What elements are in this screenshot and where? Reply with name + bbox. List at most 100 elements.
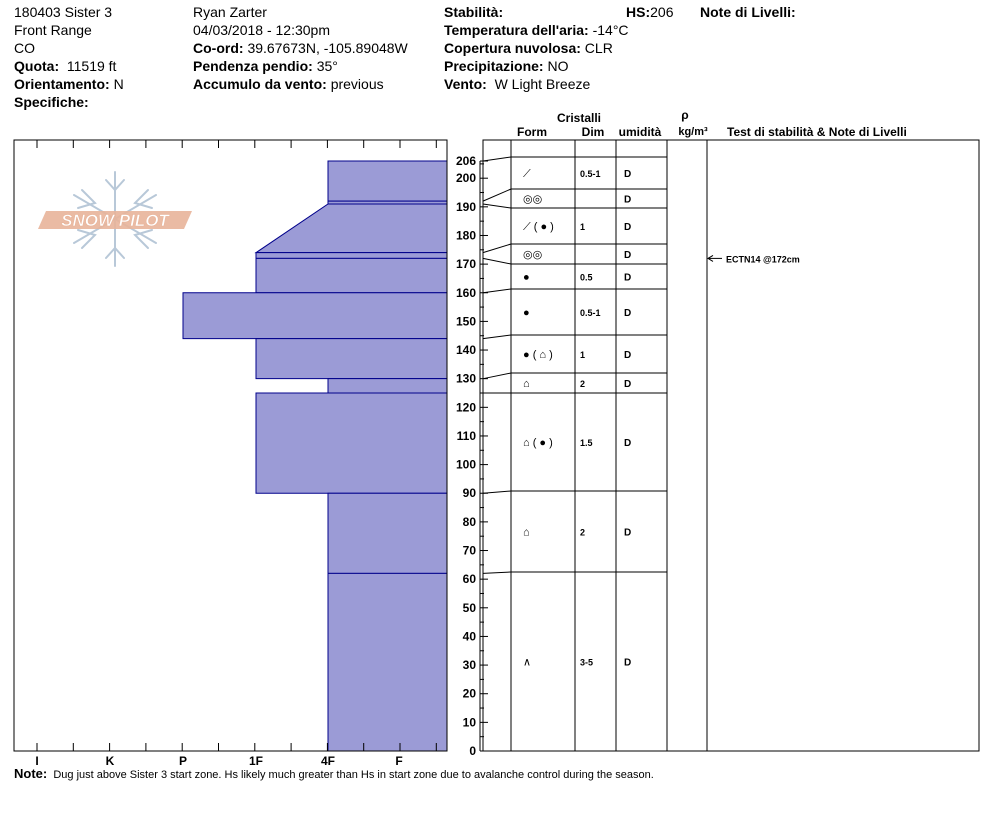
rho-header: ρ <box>681 108 688 122</box>
crystal-dim: 1.5 <box>580 438 593 448</box>
crystal-dim: 3-5 <box>580 658 593 668</box>
row-connector <box>482 257 512 265</box>
pendenza-field: Pendenza pendio: 35° <box>193 57 338 75</box>
depth-tick-label: 0 <box>469 744 476 758</box>
moisture-value: D <box>624 350 631 361</box>
vento-label: Vento: <box>444 76 487 92</box>
row-connector <box>482 188 512 202</box>
row-connector <box>482 372 512 380</box>
crystal-dim: 0.5 <box>580 273 593 283</box>
depth-tick-label: 130 <box>456 372 476 386</box>
crystal-form: ⌂ <box>523 378 530 390</box>
row-connector <box>482 156 512 162</box>
crystal-dim: 2 <box>580 528 585 538</box>
hs-value: 206 <box>650 4 674 20</box>
layer-bar <box>327 160 448 202</box>
layer-bar <box>255 252 448 259</box>
crystal-dim: 1 <box>580 350 585 360</box>
precipitazione-value: NO <box>547 58 569 74</box>
form-header: Form <box>517 125 547 139</box>
density-unit-header: kg/m³ <box>678 126 708 138</box>
hardness-label: K <box>106 754 115 768</box>
hardness-label: I <box>35 754 38 768</box>
moisture-value: D <box>624 379 631 390</box>
depth-tick-label: 90 <box>463 486 477 500</box>
depth-tick-label: 50 <box>463 601 477 615</box>
hardness-label: P <box>179 754 187 768</box>
quota-value: 11519 ft <box>66 58 117 74</box>
stabilita-field: Stabilità: <box>444 3 503 21</box>
depth-tick-label: 206 <box>456 154 476 168</box>
layer-bar <box>255 392 448 494</box>
layer-bar <box>327 378 448 394</box>
moisture-value: D <box>624 438 631 449</box>
vento-field: Vento: W Light Breeze <box>444 75 590 93</box>
precipitazione-label: Precipitazione: <box>444 58 544 74</box>
crystal-form: ● <box>523 307 530 319</box>
depth-tick-label: 60 <box>463 572 477 586</box>
depth-tick-label: 190 <box>456 200 476 214</box>
depth-tick-label: 80 <box>463 515 477 529</box>
depth-tick-label: 200 <box>456 171 476 185</box>
depth-tick-label: 70 <box>463 544 477 558</box>
row-connector <box>482 334 512 340</box>
hardness-label: 4F <box>321 754 335 768</box>
crystal-form: ◎◎ <box>523 249 542 261</box>
depth-tick-label: 40 <box>463 629 477 643</box>
hardness-label: F <box>395 754 402 768</box>
vento-value: W Light Breeze <box>494 76 591 92</box>
depth-tick-label: 30 <box>463 658 477 672</box>
moisture-value: D <box>624 169 631 180</box>
accumulo-field: Accumulo da vento: previous <box>193 75 384 93</box>
crystal-form: ⌂ ( ● ) <box>523 437 553 449</box>
row-connector <box>482 243 512 254</box>
observer-name: Ryan Zarter <box>193 4 267 20</box>
moisture-value: D <box>624 308 631 319</box>
stabilita-label: Stabilità: <box>444 4 504 20</box>
depth-tick-label: 10 <box>463 715 477 729</box>
quota-label: Quota: <box>14 58 60 74</box>
layer-bar <box>327 572 448 752</box>
note: Note: Dug just above Sister 3 start zone… <box>14 766 654 781</box>
moisture-value: D <box>624 658 631 669</box>
specifiche-field: Specifiche: <box>14 93 89 111</box>
crystal-form: ● ( ⌂ ) <box>523 349 553 361</box>
layer-bar <box>255 257 448 294</box>
orientamento-value: N <box>113 76 124 92</box>
state-name: CO <box>14 40 35 56</box>
note-livelli-field: Note di Livelli: <box>700 3 796 21</box>
location-name: 180403 Sister 3 <box>14 4 113 20</box>
depth-tick-label: 170 <box>456 257 476 271</box>
quota-field: Quota: 11519 ft <box>14 57 116 75</box>
layer-bar <box>182 292 448 340</box>
copertura-value: CLR <box>584 40 613 56</box>
logo-text: SNOW PILOT <box>61 211 170 230</box>
pendenza-label: Pendenza pendio: <box>193 58 313 74</box>
hardness-frame <box>13 139 448 752</box>
crystal-form: ⟋ ( ● ) <box>523 221 554 233</box>
range-name: Front Range <box>14 22 92 38</box>
hs-label: HS: <box>626 4 651 20</box>
crystal-form: ⟋ <box>523 168 531 180</box>
temperatura-label: Temperatura dell'aria: <box>444 22 589 38</box>
row-connector <box>482 203 512 209</box>
umidita-header: umidità <box>619 125 662 139</box>
row-connector <box>482 571 512 574</box>
orientamento-label: Orientamento: <box>14 76 110 92</box>
moisture-value: D <box>624 222 631 233</box>
temperatura-value: -14°C <box>592 22 629 38</box>
hs-field: HS:206 <box>626 3 673 21</box>
coord-label: Co-ord: <box>193 40 244 56</box>
dim-header: Dim <box>582 125 605 139</box>
depth-tick-label: 100 <box>456 458 476 472</box>
snowpilot-logo: SNOW PILOT <box>38 171 192 267</box>
orientamento-field: Orientamento: N <box>14 75 124 93</box>
layer-bar <box>327 492 448 574</box>
moisture-value: D <box>624 528 631 539</box>
crystal-dim: 1 <box>580 222 585 232</box>
crystal-dim: 0.5-1 <box>580 169 601 179</box>
precipitazione-field: Precipitazione: NO <box>444 57 568 75</box>
coord-field: Co-ord: 39.67673N, -105.89048W <box>193 39 408 57</box>
hardness-label: 1F <box>249 754 263 768</box>
